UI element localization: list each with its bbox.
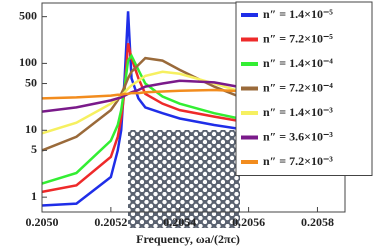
legend-label: n″ = 7.2×10⁻⁵ [263,31,333,45]
inset-image [128,130,240,228]
legend-label: n″ = 1.4×10⁻³ [263,105,333,119]
legend-box [235,1,373,176]
legend: n″ = 1.4×10⁻⁵ n″ = 7.2×10⁻⁵ n″ = 1.4×10⁻⁴ n… [235,1,373,176]
y-tick-label: 10 [25,122,37,136]
legend-label: n″ = 3.6×10⁻³ [263,129,333,143]
y-tick-label: 100 [19,55,37,69]
x-tick-label: 0.2056 [232,215,265,229]
y-tick-label: 1 [31,189,37,203]
x-tick-label: 0.2050 [26,215,59,229]
legend-label: n″ = 7.2×10⁻⁴ [263,80,333,94]
x-axis-label: Frequency, ωa/(2πc) [136,232,240,246]
y-tick-label: 5 [31,142,37,156]
legend-label: n″ = 1.4×10⁻⁴ [263,56,333,70]
legend-label: n″ = 7.2×10⁻³ [263,154,333,168]
y-tick-label: 50 [25,75,37,89]
y-tick-label: 500 [19,8,37,22]
x-tick-label: 0.2058 [301,215,334,229]
x-tick-label: 0.2054 [163,215,196,229]
legend-label: n″ = 1.4×10⁻⁵ [263,7,333,21]
x-tick-label: 0.2052 [94,215,127,229]
